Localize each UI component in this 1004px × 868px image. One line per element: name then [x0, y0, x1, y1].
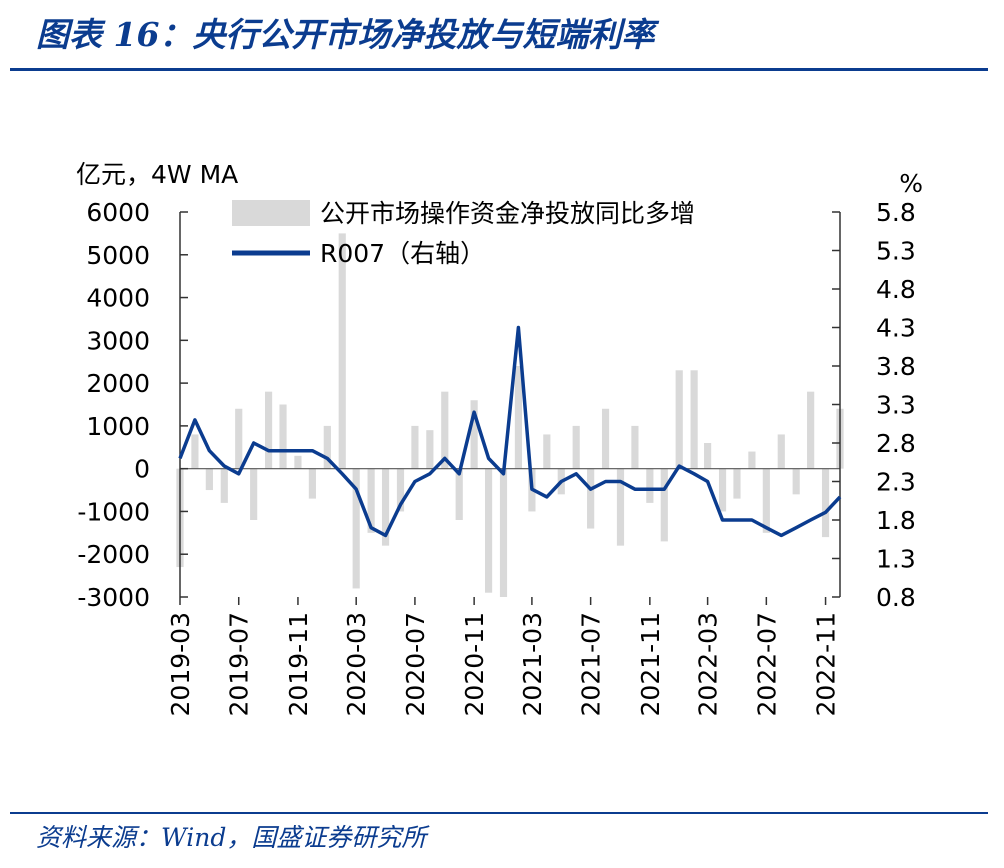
left-tick-label: 2000 [86, 369, 150, 398]
left-tick-label: 0 [134, 455, 150, 484]
bar [748, 451, 756, 469]
bar [807, 391, 815, 469]
title-underline [10, 68, 988, 71]
x-tick-label: 2021-07 [577, 612, 606, 716]
legend-swatch-bars [232, 200, 310, 226]
bar [718, 468, 727, 512]
bar [338, 233, 346, 469]
x-tick-label: 2020-11 [460, 612, 489, 716]
x-tick-label: 2022-11 [812, 612, 841, 716]
bar [294, 455, 302, 469]
x-tick-label: 2020-07 [401, 612, 430, 716]
bar [631, 425, 639, 469]
x-tick-label: 2022-07 [752, 612, 781, 716]
right-tick-label: 5.8 [876, 198, 916, 227]
bar [411, 425, 419, 469]
x-tick-label: 2021-03 [518, 612, 547, 716]
bar [455, 468, 463, 520]
bar [250, 468, 258, 520]
x-tick-label: 2020-03 [342, 612, 371, 716]
bar [308, 468, 316, 499]
bar [543, 434, 551, 469]
legend-label-line: R007（右轴） [320, 239, 485, 268]
left-tick-label: 5000 [86, 241, 150, 270]
right-tick-label: 1.8 [876, 506, 916, 535]
bar [514, 366, 523, 469]
source-note: 资料来源：Wind，国盛证券研究所 [36, 823, 427, 852]
bar [396, 468, 405, 512]
bar [572, 425, 580, 469]
bar [441, 391, 449, 469]
bar [279, 404, 287, 469]
footer-rule [10, 812, 988, 814]
left-tick-label: 3000 [86, 326, 150, 355]
bar [205, 468, 213, 491]
bar [235, 408, 243, 469]
x-tick-label: 2019-11 [284, 612, 313, 716]
bar [426, 430, 434, 469]
bar [381, 468, 390, 546]
bar [777, 434, 785, 469]
bar [191, 434, 199, 469]
bar [690, 370, 698, 469]
bar [821, 468, 830, 538]
bar [323, 425, 331, 469]
right-tick-label: 4.3 [876, 314, 916, 343]
right-tick-label: 3.8 [876, 352, 916, 381]
right-tick-label: 2.8 [876, 429, 916, 458]
bar [220, 468, 228, 503]
right-tick-label: 3.3 [876, 391, 916, 420]
right-tick-label: 0.8 [876, 583, 916, 612]
left-tick-label: 6000 [86, 198, 150, 227]
chart-title: 图表 16：央行公开市场净投放与短端利率 [36, 15, 655, 54]
bar [264, 391, 273, 469]
x-tick-label: 2019-03 [166, 612, 195, 716]
x-tick-label: 2021-11 [636, 612, 665, 716]
bar [646, 468, 654, 503]
bar [660, 468, 668, 542]
bar [704, 443, 712, 469]
bar [601, 408, 610, 469]
left-unit-label: 亿元，4W MA [76, 160, 238, 189]
bar [352, 468, 360, 589]
bar [792, 468, 800, 495]
bar [470, 400, 478, 469]
left-tick-label: -3000 [77, 583, 150, 612]
left-tick-label: -1000 [77, 497, 150, 526]
bar [587, 468, 595, 529]
bar [499, 468, 508, 597]
chart-area: 6000 5000 4000 3000 2000 1000 0 -1000 -2000 -3000… [76, 160, 923, 716]
bar [616, 468, 625, 546]
left-tick-label: -2000 [77, 540, 150, 569]
right-tick-label: 1.3 [876, 545, 916, 574]
right-tick-label: 5.3 [876, 237, 916, 266]
left-tick-label: 4000 [86, 284, 150, 313]
bar [367, 468, 375, 533]
right-unit-label: % [899, 169, 923, 198]
r007-line [178, 325, 842, 538]
left-tick-label: 1000 [86, 412, 150, 441]
bar [762, 468, 770, 533]
x-tick-label: 2019-07 [225, 612, 254, 716]
bar [675, 370, 683, 469]
x-tick-label: 2022-03 [694, 612, 723, 716]
right-tick-label: 4.8 [876, 275, 916, 304]
bar [484, 468, 493, 593]
bar [733, 468, 741, 499]
right-tick-label: 2.3 [876, 468, 916, 497]
legend-label-bars: 公开市场操作资金净投放同比多增 [320, 199, 695, 228]
